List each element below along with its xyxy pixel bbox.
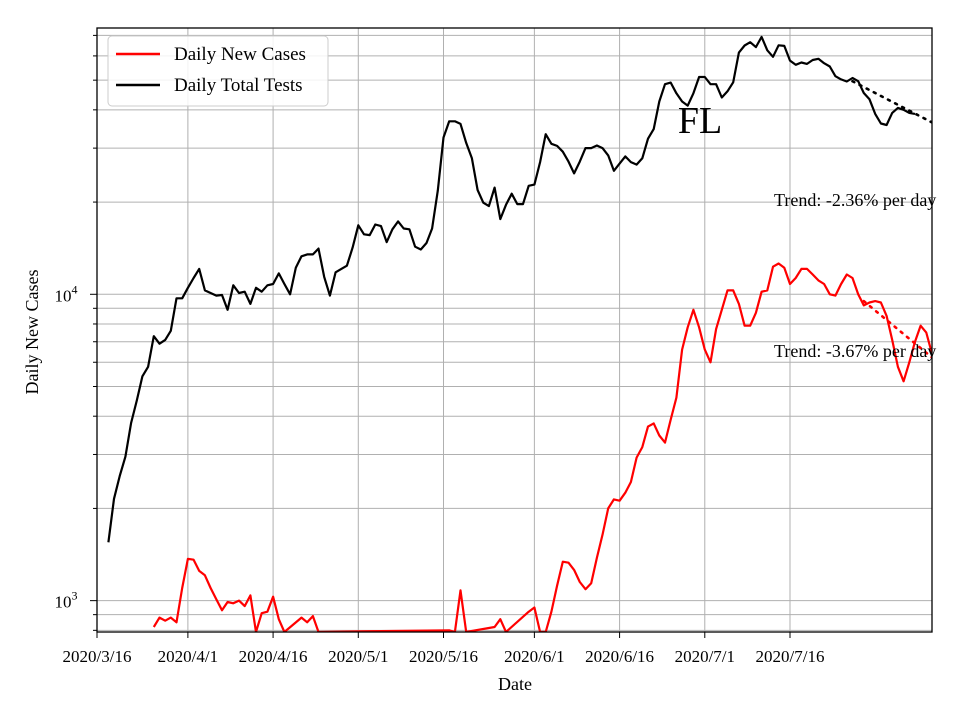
trend-line-daily-total-tests [851,79,932,124]
trend-line-daily-new-cases [862,299,932,360]
y-axis-title: Daily New Cases [22,270,42,395]
x-tick-label: 2020/5/1 [328,647,388,666]
y-tick-label: 103 [55,589,78,612]
x-tick-label: 2020/3/16 [63,647,132,666]
axes-frame [96,27,933,633]
grid [96,28,932,632]
series-line-daily-new-cases [152,262,932,632]
x-tick-label: 2020/4/1 [158,647,218,666]
y-tick-label: 104 [55,282,78,305]
legend: Daily New Cases Daily Total Tests [107,35,329,107]
trend-annotation-tests: Trend: -2.36% per day [774,190,936,210]
x-tick-label: 2020/6/16 [585,647,654,666]
x-tick-label: 2020/5/16 [409,647,478,666]
plot-area [107,35,932,632]
legend-box [107,35,329,107]
axis-ticks: 103 104 2020/3/16 2020/4/1 2020/4/16 2020/5/1… [55,34,825,666]
x-tick-label: 2020/6/1 [504,647,564,666]
series-line-daily-total-tests [107,35,916,543]
x-tick-label: 2020/7/1 [675,647,735,666]
trend-annotation-cases: Trend: -3.67% per day [774,341,936,361]
x-axis-title: Date [498,674,532,694]
x-tick-label: 2020/4/16 [239,647,308,666]
x-tick-label: 2020/7/16 [756,647,825,666]
legend-label-cases: Daily New Cases [174,44,306,65]
state-label: FL [678,100,722,142]
legend-label-tests: Daily Total Tests [174,75,303,96]
